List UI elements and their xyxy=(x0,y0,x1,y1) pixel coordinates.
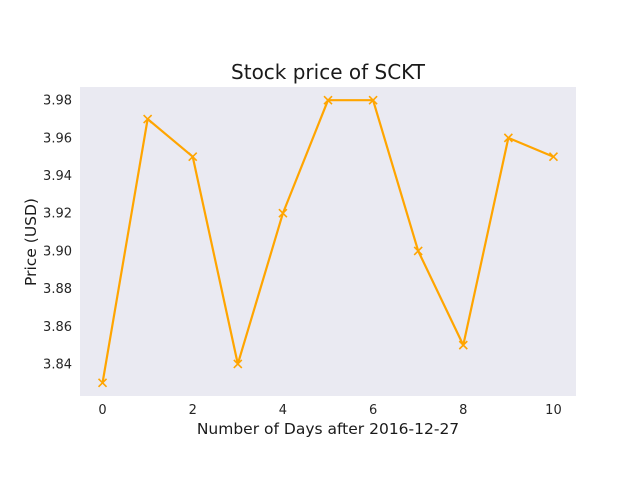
x-tick-label: 4 xyxy=(279,403,287,418)
data-point-marker xyxy=(143,114,153,124)
y-tick-label: 3.90 xyxy=(43,244,72,259)
y-tick-label: 3.92 xyxy=(43,207,72,222)
y-tick-label: 3.94 xyxy=(43,169,72,184)
x-tick-label: 0 xyxy=(98,403,106,418)
data-point-marker xyxy=(503,133,513,143)
y-tick-label: 3.98 xyxy=(43,94,72,109)
data-point-marker xyxy=(458,340,468,350)
data-point-marker xyxy=(278,208,288,218)
x-axis-label: Number of Days after 2016-12-27 xyxy=(197,420,459,438)
x-tick-label: 10 xyxy=(545,403,562,418)
y-tick-label: 3.84 xyxy=(43,357,72,372)
y-tick-label: 3.86 xyxy=(43,320,72,335)
x-tick-label: 8 xyxy=(459,403,467,418)
data-point-marker xyxy=(97,378,108,388)
data-point-marker xyxy=(233,359,243,369)
x-axis: 0 2 4 6 8 10 xyxy=(98,403,561,418)
plot-area xyxy=(80,87,576,396)
y-axis: 3.84 3.86 3.88 3.90 3.92 3.94 3.96 3.98 xyxy=(43,94,72,373)
data-point-marker xyxy=(368,95,378,105)
y-tick-label: 3.88 xyxy=(43,282,72,297)
data-point-marker xyxy=(548,152,559,162)
y-tick-label: 3.96 xyxy=(43,131,72,146)
data-point-marker xyxy=(413,246,423,256)
data-point-marker xyxy=(323,95,333,105)
chart-title: Stock price of SCKT xyxy=(231,60,426,84)
data-point-marker xyxy=(188,152,198,162)
y-axis-label: Price (USD) xyxy=(22,198,40,286)
x-tick-label: 2 xyxy=(189,403,197,418)
x-tick-label: 6 xyxy=(369,403,377,418)
series-layer xyxy=(97,95,559,388)
